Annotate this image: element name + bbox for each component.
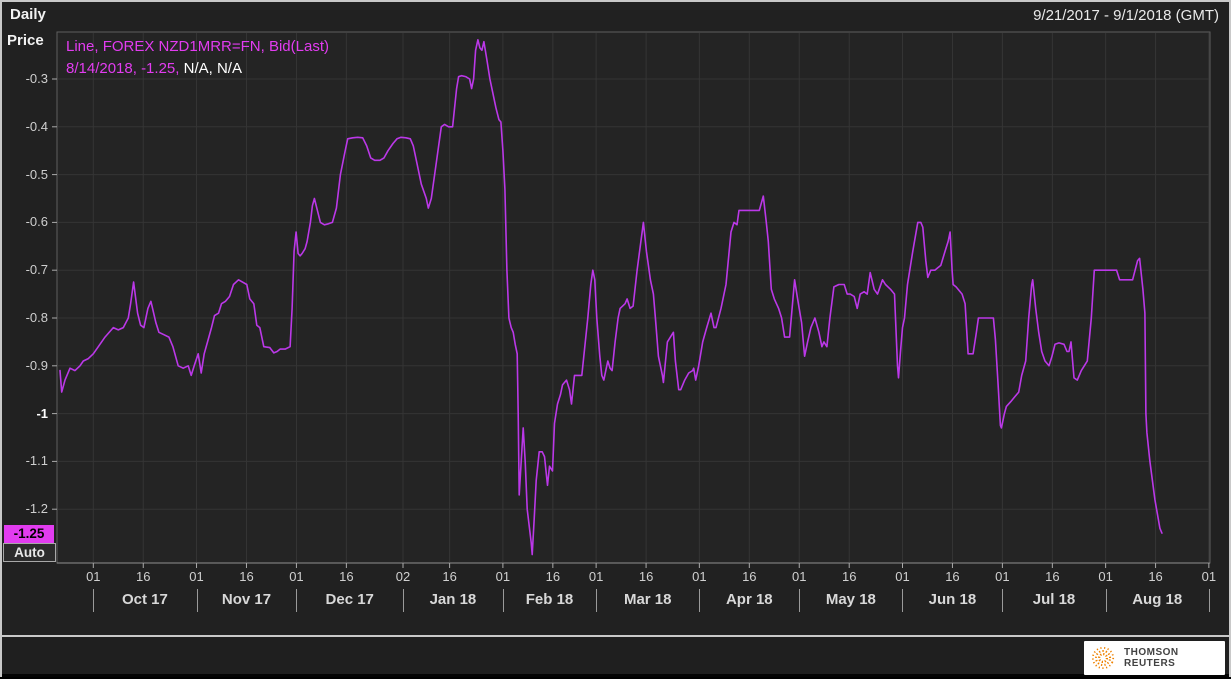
x-axis-tick-label: 01: [692, 569, 707, 584]
price-line[interactable]: [59, 38, 1163, 556]
x-axis-tick-label: 16: [136, 569, 151, 584]
month-separator: [902, 589, 903, 612]
y-axis-tick-label: -1: [36, 405, 48, 421]
x-axis-tick-label: 16: [239, 569, 254, 584]
x-axis-tick-label: 01: [792, 569, 807, 584]
x-axis-tick-label: 16: [339, 569, 354, 584]
interval-label: Daily: [10, 6, 46, 23]
thomson-reuters-wordmark: THOMSON REUTERS: [1124, 647, 1179, 669]
month-label: Nov 17: [221, 591, 272, 608]
month-label: Mar 18: [623, 591, 672, 608]
y-axis-tick-label: -0.8: [25, 310, 48, 325]
date-range-label: 9/21/2017 - 9/1/2018 (GMT): [1033, 7, 1219, 24]
y-axis-tick-label: -0.6: [25, 214, 48, 230]
y-axis-tick-label: -0.4: [25, 118, 48, 134]
month-separator: [403, 589, 404, 612]
month-separator: [1002, 589, 1003, 612]
month-separator: [296, 589, 297, 612]
x-axis-tick-label: 16: [1148, 569, 1163, 584]
month-label: Oct 17: [121, 591, 168, 608]
month-label: Dec 17: [325, 591, 374, 608]
x-axis-tick-label: 16: [841, 569, 857, 584]
legend-series-label: Line, FOREX NZD1MRR=FN, Bid(Last): [66, 38, 329, 55]
y-axis-tick-label: -0.3: [25, 71, 48, 86]
month-separator: [799, 589, 800, 612]
month-label: Jan 18: [429, 591, 477, 608]
chart-legend: Line, FOREX NZD1MRR=FN, Bid(Last) 8/14/2…: [66, 36, 329, 80]
x-axis-tick-label: 16: [945, 569, 960, 584]
legend-tracker-date-value: 8/14/2018, -1.25,: [66, 60, 180, 77]
legend-tracker-na-values: N/A, N/A: [179, 60, 242, 77]
month-separator: [1209, 589, 1210, 612]
footer-bar: [2, 637, 1229, 677]
month-separator: [596, 589, 597, 612]
y-axis-tick-label: -1.1: [25, 453, 48, 469]
window-bottom-edge: [2, 674, 1229, 677]
x-axis-tick-label: 01: [289, 569, 304, 584]
thomson-reuters-branding: THOMSON REUTERS: [1084, 641, 1225, 675]
x-axis-tick-label: 01: [995, 569, 1010, 584]
x-axis-tick-label: 01: [495, 569, 511, 584]
month-label: Jul 18: [1032, 591, 1076, 608]
y-axis-tick-label: -0.5: [25, 166, 48, 182]
footer-divider: [2, 635, 1229, 637]
thomson-reuters-logo-icon: [1091, 646, 1115, 670]
x-axis-tick-label: 16: [545, 569, 561, 584]
y-axis-tick-label: -0.7: [25, 262, 48, 278]
x-axis-tick-label: 01: [1098, 569, 1113, 584]
x-axis-tick-label: 16: [442, 569, 457, 584]
x-axis-tick-label: 01: [1201, 569, 1217, 584]
y-axis-title: Price: [7, 32, 44, 49]
month-label: Jun 18: [928, 591, 977, 608]
chart-plot-area[interactable]: [2, 2, 1229, 635]
month-separator: [1106, 589, 1107, 612]
x-axis-tick-label: 02: [395, 569, 411, 584]
y-axis-tick-label: -0.9: [25, 357, 48, 373]
x-axis-tick-label: 01: [86, 569, 101, 584]
x-axis-tick-label: 01: [588, 569, 604, 584]
legend-tracker-values: 8/14/2018, -1.25, N/A, N/A: [66, 58, 329, 80]
month-separator: [503, 589, 504, 612]
month-label: Aug 18: [1132, 591, 1183, 608]
month-separator: [699, 589, 700, 612]
month-label: Feb 18: [525, 591, 574, 608]
x-axis-tick-label: 16: [742, 569, 757, 584]
x-axis-tick-label: 01: [189, 569, 204, 584]
auto-scale-button[interactable]: Auto: [3, 543, 56, 563]
month-label: May 18: [825, 591, 876, 608]
x-axis-tick-label: 16: [1045, 569, 1060, 584]
month-separator: [93, 589, 94, 612]
x-axis-tick-label: 16: [638, 569, 654, 584]
month-separator: [197, 589, 198, 612]
last-price-badge: -1.25: [4, 525, 54, 544]
y-axis-tick-label: -1.2: [25, 501, 48, 517]
month-label: Apr 18: [725, 591, 773, 608]
x-axis-tick-label: 01: [895, 569, 910, 584]
